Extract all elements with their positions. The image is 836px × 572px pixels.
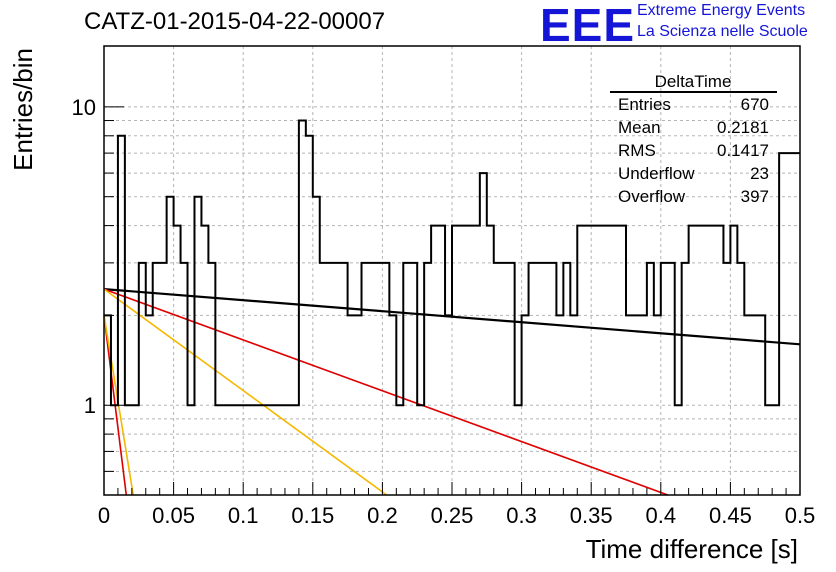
x-tick-label: 0.4 (646, 503, 677, 528)
x-tick-label: 0.15 (291, 503, 334, 528)
stat-label-underflow: Underflow (618, 164, 695, 183)
chart-title: CATZ-01-2015-04-22-00007 (84, 8, 386, 35)
eee-logo: EEE (540, 0, 636, 51)
stat-value-underflow: 23 (750, 164, 769, 183)
fit-curve-1 (103, 288, 669, 496)
y-tick-label: 10 (72, 95, 96, 120)
x-tick-label: 0.1 (228, 503, 259, 528)
logo-line-2: La Scienza nelle Scuole (637, 23, 808, 40)
stats-box: DeltaTime Entries 670 Mean 0.2181 RMS 0.… (610, 72, 777, 206)
x-tick-label: 0.3 (506, 503, 537, 528)
x-tick-label: 0.35 (570, 503, 613, 528)
x-tick-label: 0.25 (431, 503, 474, 528)
histogram-steps (104, 119, 800, 407)
x-tick-label: 0.45 (709, 503, 752, 528)
axis-ticks: 0 0.05 0.1 0.15 0.2 0.25 0.3 0.35 0.4 0.45 0.5 1 10 (72, 95, 816, 528)
stat-value-rms: 0.1417 (717, 141, 769, 160)
logo-line-1: Extreme Energy Events (637, 2, 806, 19)
stat-label-entries: Entries (618, 95, 671, 114)
x-axis-label: Time difference [s] (586, 534, 798, 564)
stats-title: DeltaTime (655, 72, 732, 91)
x-tick-label: 0.05 (152, 503, 195, 528)
stat-label-rms: RMS (618, 141, 656, 160)
fit-curve-2 (103, 288, 388, 496)
y-axis-label: Entries/bin (8, 48, 38, 171)
stat-value-mean: 0.2181 (717, 118, 769, 137)
x-tick-label: 0.5 (785, 503, 816, 528)
y-tick-label: 1 (84, 393, 96, 418)
stat-label-mean: Mean (618, 118, 661, 137)
stat-value-entries: 670 (741, 95, 769, 114)
stat-label-overflow: Overflow (618, 187, 686, 206)
fit-curve-0 (103, 288, 801, 346)
fit-curves (103, 288, 801, 496)
stat-value-overflow: 397 (741, 187, 769, 206)
x-tick-label: 0 (98, 503, 110, 528)
x-tick-label: 0.2 (367, 503, 398, 528)
